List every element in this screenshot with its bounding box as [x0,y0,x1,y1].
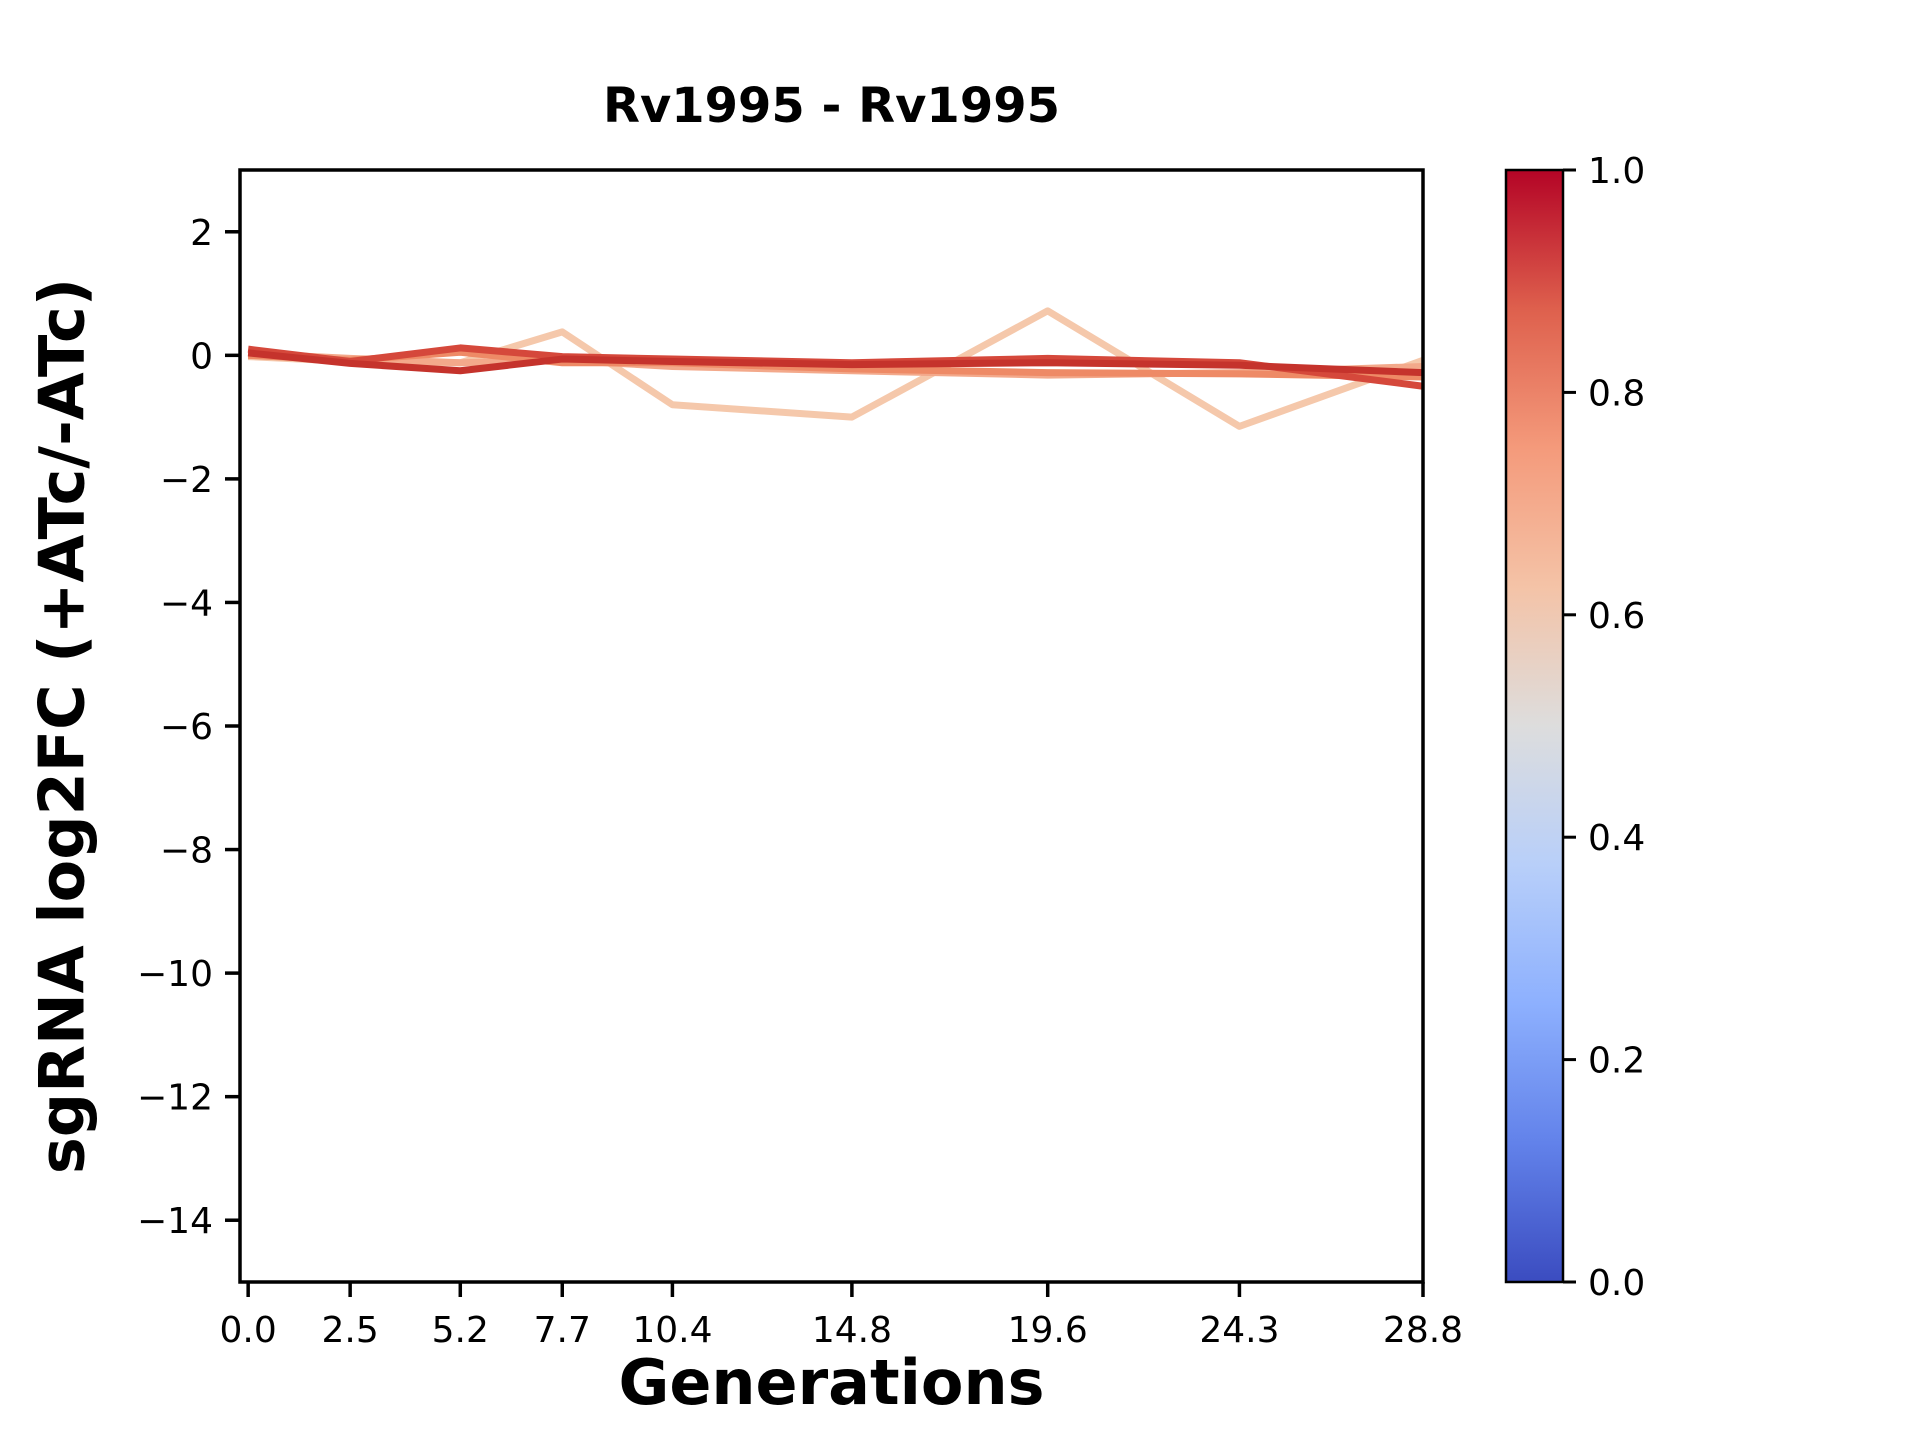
chart-title: Rv1995 - Rv1995 [602,78,1061,134]
x-tick-label: 14.8 [812,1310,892,1351]
plot-border [238,168,1425,1284]
colorbar: 1.0 0.8 0.6 0.4 0.2 0.0 [1504,151,1645,1304]
colorbar-tick-label: 0.4 [1588,818,1645,859]
x-tick-label: 5.2 [432,1310,489,1351]
colorbar-tick-label: 0.8 [1588,373,1645,414]
y-tick-label: −8 [160,831,213,872]
y-tick-label: −14 [137,1201,213,1242]
series-line-5 [247,349,1424,377]
y-tick-label: −2 [160,460,213,501]
colorbar-tick-label: 0.6 [1588,596,1645,637]
x-tick-label: 7.7 [534,1310,591,1351]
x-tick-label: 10.4 [632,1310,712,1351]
x-tick-label: 0.0 [220,1310,277,1351]
x-tick-label: 19.6 [1008,1310,1088,1351]
y-tick-label: −6 [160,707,213,748]
colorbar-bar [1504,168,1565,1284]
x-tick-label: 2.5 [322,1310,379,1351]
colorbar-tick-label: 0.0 [1588,1263,1645,1304]
x-tick-label: 24.3 [1199,1310,1279,1351]
y-axis-ticks: 2 0 −2 −4 −6 −8 −10 −12 −14 [137,213,240,1242]
y-tick-label: −4 [160,583,213,624]
y-tick-label: 2 [190,213,213,254]
x-axis-label: Generations [618,1346,1045,1419]
y-tick-label: −12 [137,1078,213,1119]
colorbar-tick-label: 0.2 [1588,1041,1645,1082]
y-tick-label: 0 [190,336,213,377]
x-axis-ticks: 0.0 2.5 5.2 7.7 10.4 14.8 19.6 24.3 28.8 [220,1282,1463,1351]
colorbar-tick-label: 1.0 [1588,151,1645,192]
series-lines [247,307,1425,430]
x-tick-label: 28.8 [1383,1310,1463,1351]
y-tick-label: −10 [137,954,213,995]
